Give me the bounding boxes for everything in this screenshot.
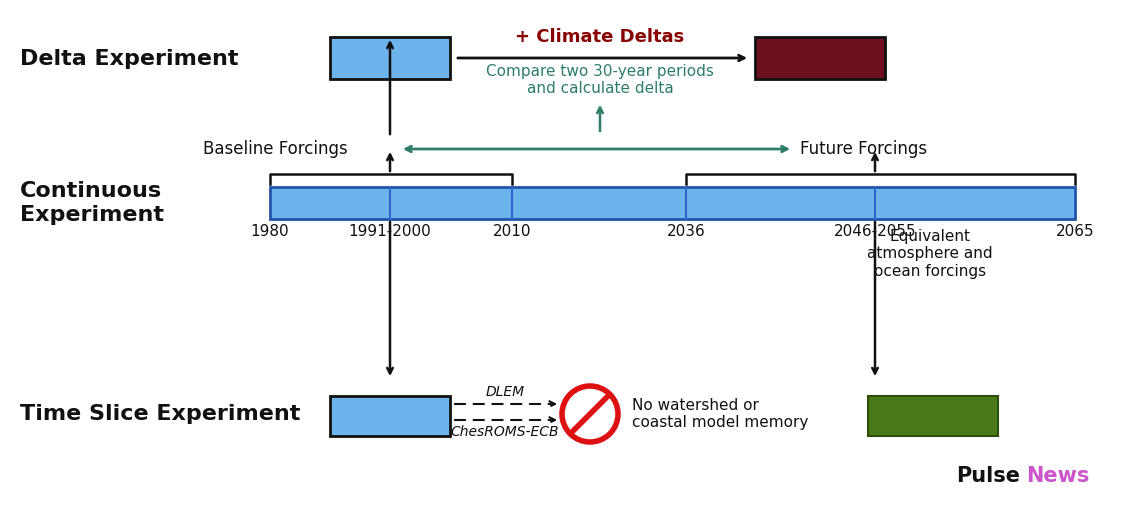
Text: Continuous
Experiment: Continuous Experiment	[19, 181, 164, 225]
Text: Time Slice Experiment: Time Slice Experiment	[19, 404, 301, 424]
Bar	[270, 187, 1075, 219]
Text: 2065: 2065	[1056, 224, 1095, 239]
Text: DLEM: DLEM	[485, 385, 525, 399]
Text: Equivalent
atmosphere and
ocean forcings: Equivalent atmosphere and ocean forcings	[867, 229, 993, 279]
Text: Compare two 30-year periods
and calculate delta: Compare two 30-year periods and calculat…	[486, 64, 714, 96]
Bar	[868, 396, 998, 436]
Text: 2046-2055: 2046-2055	[834, 224, 916, 239]
Text: Baseline Forcings: Baseline Forcings	[204, 140, 348, 158]
Text: News: News	[1026, 466, 1090, 486]
Text: 2010: 2010	[493, 224, 531, 239]
Bar	[329, 37, 450, 79]
Text: Delta Experiment: Delta Experiment	[19, 49, 238, 69]
Text: 2036: 2036	[667, 224, 706, 239]
Bar	[329, 396, 450, 436]
Text: 1980: 1980	[251, 224, 289, 239]
Text: No watershed or
coastal model memory: No watershed or coastal model memory	[631, 398, 809, 430]
Text: ChesROMS-ECB: ChesROMS-ECB	[451, 425, 559, 439]
Text: 1991-2000: 1991-2000	[349, 224, 431, 239]
Text: Future Forcings: Future Forcings	[800, 140, 927, 158]
Text: + Climate Deltas: + Climate Deltas	[516, 28, 684, 46]
Circle shape	[562, 386, 618, 442]
Text: Pulse: Pulse	[956, 466, 1020, 486]
Bar	[755, 37, 885, 79]
